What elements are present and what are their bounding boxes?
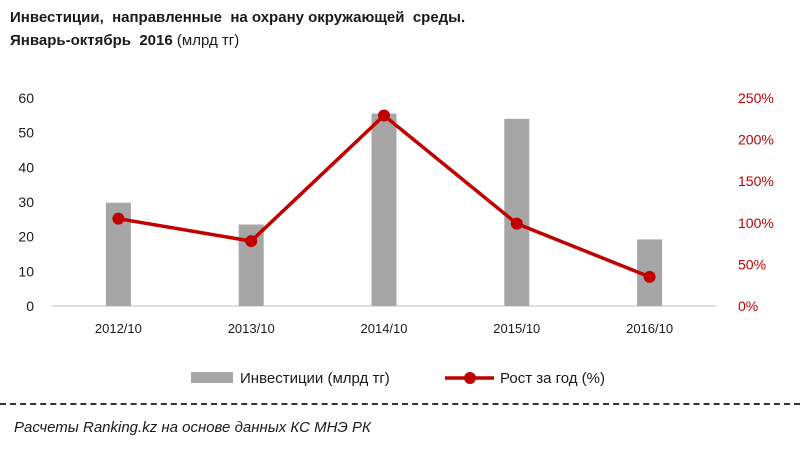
bar: [504, 118, 530, 306]
left-tick-label: 0: [26, 298, 34, 314]
left-tick-label: 60: [18, 90, 34, 106]
title-line-1: Инвестиции, направленные на охрану окруж…: [10, 9, 466, 26]
source-note: Расчеты Ranking.kz на основе данных КС М…: [14, 419, 371, 436]
x-tick-label: 2012/10: [95, 321, 142, 336]
right-tick-label: 100%: [738, 215, 774, 231]
right-tick-label: 200%: [738, 132, 774, 148]
left-axis: 0 10 20 30 40 50 60: [18, 90, 34, 314]
right-tick-label: 0%: [738, 298, 758, 314]
x-tick-label: 2014/10: [361, 321, 408, 336]
left-tick-label: 30: [18, 194, 34, 210]
line-point: [378, 109, 390, 122]
legend-bar-swatch: [191, 372, 233, 383]
left-tick-label: 20: [18, 229, 34, 245]
line-point: [643, 270, 656, 283]
x-tick-label: 2016/10: [626, 321, 673, 336]
x-tick-label: 2015/10: [493, 321, 540, 336]
right-axis: 0% 50% 100% 150% 200% 250%: [738, 90, 774, 314]
right-tick-label: 150%: [738, 173, 774, 189]
legend: Инвестиции (млрд тг) Рост за год (%): [191, 370, 605, 387]
line-point: [245, 235, 258, 248]
left-tick-label: 10: [18, 263, 34, 279]
right-tick-label: 50%: [738, 256, 766, 272]
line-point: [112, 212, 125, 225]
legend-bar-label: Инвестиции (млрд тг): [240, 370, 390, 387]
legend-line-label: Рост за год (%): [500, 370, 605, 387]
line-series: [112, 109, 656, 283]
right-tick-label: 250%: [738, 90, 774, 106]
bar-series: [105, 113, 663, 306]
chart-title: Инвестиции, направленные на охрану окруж…: [10, 6, 465, 52]
legend-line-marker: [464, 372, 476, 384]
x-axis-labels: 2012/10 2013/10 2014/10 2015/10 2016/10: [95, 321, 673, 336]
left-tick-label: 50: [18, 125, 34, 141]
combo-chart: 0 10 20 30 40 50 60 0% 50% 100% 150% 200% 250% 2012…: [18, 90, 774, 387]
x-tick-label: 2013/10: [228, 321, 275, 336]
line-point: [510, 217, 523, 230]
left-tick-label: 40: [18, 159, 34, 175]
title-unit: (млрд тг): [172, 32, 240, 49]
bar: [371, 113, 397, 306]
title-line-2: Январь-октябрь 2016: [10, 32, 173, 49]
dashed-divider: [0, 403, 800, 405]
